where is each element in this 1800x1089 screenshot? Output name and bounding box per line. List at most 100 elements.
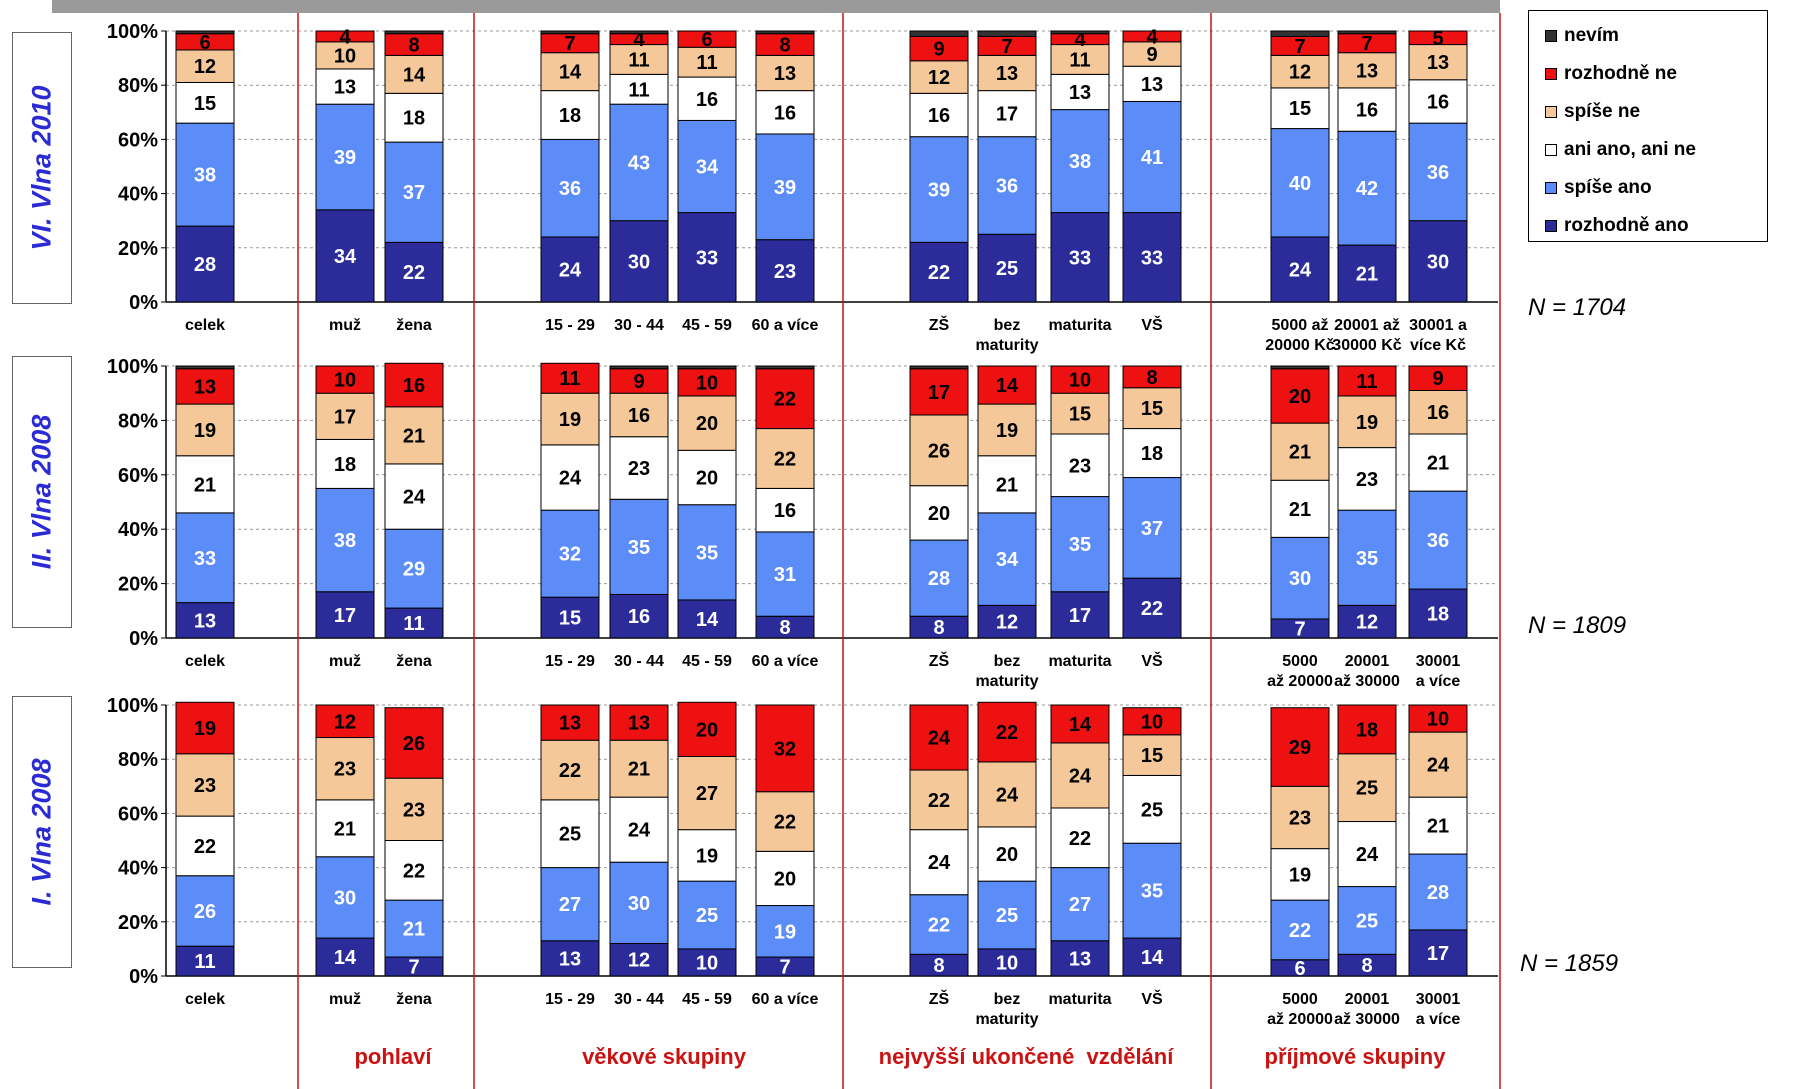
data-label: 37: [1141, 518, 1163, 540]
data-label: 4: [1146, 26, 1158, 48]
data-label: 27: [1069, 894, 1091, 916]
category-label: 30001: [1416, 991, 1461, 1008]
data-label: 37: [403, 182, 425, 204]
bar-segment: [1270, 128, 1330, 238]
bar-segment: [677, 46, 737, 78]
bar-segment: [1050, 704, 1110, 744]
data-label: 20: [696, 468, 718, 490]
bar-segment: [1050, 867, 1110, 942]
data-label: 18: [334, 454, 356, 476]
data-label: 22: [996, 722, 1018, 744]
bar-segment: [540, 704, 600, 741]
bar-segment: [175, 753, 235, 817]
bar-segment: [609, 365, 669, 370]
data-label: 15: [194, 93, 216, 115]
y-tick-label: 60%: [118, 465, 158, 487]
bar-segment: [1337, 753, 1397, 823]
data-label: 12: [628, 950, 650, 972]
category-label: až 20000: [1267, 1011, 1333, 1028]
bar-segment: [540, 362, 600, 394]
data-label: 28: [194, 254, 216, 276]
category-label: žena: [396, 991, 432, 1008]
data-label: 36: [1427, 530, 1449, 552]
data-label: 6: [199, 32, 210, 54]
bar-segment: [540, 30, 600, 35]
bar-segment: [540, 236, 600, 303]
bar-segment: [909, 35, 969, 62]
data-label: 30: [334, 887, 356, 909]
bar-segment: [609, 796, 669, 863]
data-label: 21: [1427, 453, 1449, 475]
bar-segment: [1050, 742, 1110, 809]
bar-segment: [315, 937, 375, 977]
bar-segment: [609, 392, 669, 438]
data-label: 22: [928, 262, 950, 284]
data-label: 13: [1356, 60, 1378, 82]
bar-segment: [755, 704, 815, 793]
data-label: 26: [928, 440, 950, 462]
data-label: 35: [1356, 548, 1378, 570]
bar-segment: [540, 392, 600, 446]
data-label: 9: [1432, 368, 1443, 390]
data-label: 35: [628, 537, 650, 559]
category-label: bez: [994, 653, 1021, 670]
bar-segment: [677, 119, 737, 214]
category-label: 45 - 59: [682, 317, 732, 334]
bar-segment: [677, 755, 737, 831]
data-label: 22: [774, 448, 796, 470]
data-label: 9: [633, 371, 644, 393]
data-label: 39: [774, 177, 796, 199]
category-label: muž: [329, 991, 361, 1008]
bar-segment: [1408, 220, 1468, 303]
y-tick-label: 40%: [118, 184, 158, 206]
data-label: 21: [1356, 264, 1378, 286]
data-label: 17: [928, 382, 950, 404]
data-label: 29: [1289, 737, 1311, 759]
sample-size-label-2: N = 1809: [1528, 612, 1627, 639]
legend: nevím rozhodně ne spíše ne ani ano, ani …: [1528, 10, 1768, 242]
data-label: 33: [696, 247, 718, 269]
y-tick-label: 80%: [118, 410, 158, 432]
data-label: 14: [1141, 947, 1164, 969]
data-label: 33: [1141, 247, 1163, 269]
data-label: 35: [1069, 534, 1091, 556]
data-label: 13: [774, 63, 796, 85]
data-label: 33: [1069, 247, 1091, 269]
data-label: 16: [774, 500, 796, 522]
bar-segment: [175, 403, 235, 457]
bar-segment: [977, 136, 1037, 235]
bar-segment: [175, 701, 235, 755]
bar-segment: [909, 365, 969, 370]
data-label: 26: [403, 733, 425, 755]
category-label: 60 a více: [752, 317, 819, 334]
legend-swatch: [1545, 30, 1557, 42]
data-label: 12: [996, 612, 1018, 634]
bar-segment: [677, 449, 737, 506]
bar-segment: [384, 528, 444, 609]
category-label: 30000 Kč: [1332, 337, 1401, 354]
data-label: 18: [403, 108, 425, 130]
bar-segment: [977, 826, 1037, 882]
data-label: 16: [696, 89, 718, 111]
data-label: 25: [696, 905, 718, 927]
bar-segment: [315, 41, 375, 70]
data-label: 36: [996, 175, 1018, 197]
legend-label: rozhodně ne: [1564, 63, 1677, 84]
data-label: 25: [996, 258, 1018, 280]
bar-segment: [1122, 842, 1182, 939]
data-label: 11: [403, 613, 424, 635]
data-label: 24: [1356, 844, 1379, 866]
data-label: 18: [1427, 604, 1449, 626]
legend-label: spíše ne: [1564, 101, 1641, 122]
data-label: 13: [559, 948, 581, 970]
bar-segment: [315, 438, 375, 489]
data-label: 19: [1356, 412, 1378, 434]
bar-segment: [384, 241, 444, 303]
bar-segment: [909, 92, 969, 138]
bar-segment: [1337, 604, 1397, 639]
data-label: 21: [1289, 499, 1311, 521]
data-label: 24: [996, 784, 1019, 806]
bar-segment: [1050, 30, 1110, 35]
data-label: 11: [628, 79, 649, 101]
data-label: 19: [559, 409, 581, 431]
